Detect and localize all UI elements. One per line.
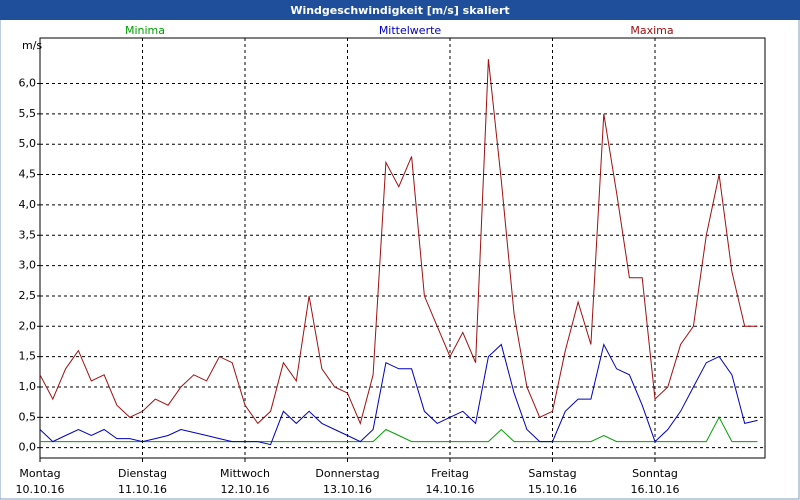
x-tick-label: Freitag xyxy=(431,467,469,480)
series-line xyxy=(39,343,758,446)
x-tick-date: 14.10.16 xyxy=(426,483,475,496)
x-tick-label: Dienstag xyxy=(118,467,167,480)
x-tick-date: 15.10.16 xyxy=(528,483,577,496)
x-tick-date: 11.10.16 xyxy=(118,483,167,496)
series-line xyxy=(40,416,758,443)
title-bar xyxy=(0,0,800,20)
y-tick-label: 5,5 xyxy=(19,107,37,120)
x-tick-label: Samstag xyxy=(528,467,576,480)
x-tick-label: Sonntag xyxy=(632,467,678,480)
plot-area xyxy=(39,37,766,459)
y-tick-label: 3,0 xyxy=(19,259,37,272)
legend-entry: Maxima xyxy=(630,24,673,37)
y-tick-label: 2,5 xyxy=(19,289,37,302)
y-tick-label: 1,0 xyxy=(19,380,37,393)
legend-entry: Minima xyxy=(125,24,165,37)
x-tick-label: Donnerstag xyxy=(315,467,379,480)
y-tick-label: 6,0 xyxy=(19,77,37,90)
series-line xyxy=(39,59,758,425)
x-tick-date: 12.10.16 xyxy=(221,483,270,496)
y-tick-label: 0,5 xyxy=(19,410,37,423)
y-tick-label: 4,0 xyxy=(19,198,37,211)
x-tick-date: 16.10.16 xyxy=(631,483,680,496)
x-tick-label: Montag xyxy=(19,467,60,480)
y-axis-label: m/s xyxy=(22,39,42,52)
x-tick-date: 10.10.16 xyxy=(16,483,65,496)
chart-title: Windgeschwindigkeit [m/s] skaliert xyxy=(290,4,509,17)
y-tick-label: 4,5 xyxy=(19,168,37,181)
legend-entry: Mittelwerte xyxy=(379,24,442,37)
y-tick-label: 5,0 xyxy=(19,137,37,150)
y-tick-label: 1,5 xyxy=(19,350,37,363)
x-tick-date: 13.10.16 xyxy=(323,483,372,496)
y-tick-label: 0,0 xyxy=(19,441,37,454)
y-tick-label: 3,5 xyxy=(19,228,37,241)
x-tick-label: Mittwoch xyxy=(220,467,270,480)
y-tick-label: 2,0 xyxy=(19,319,37,332)
